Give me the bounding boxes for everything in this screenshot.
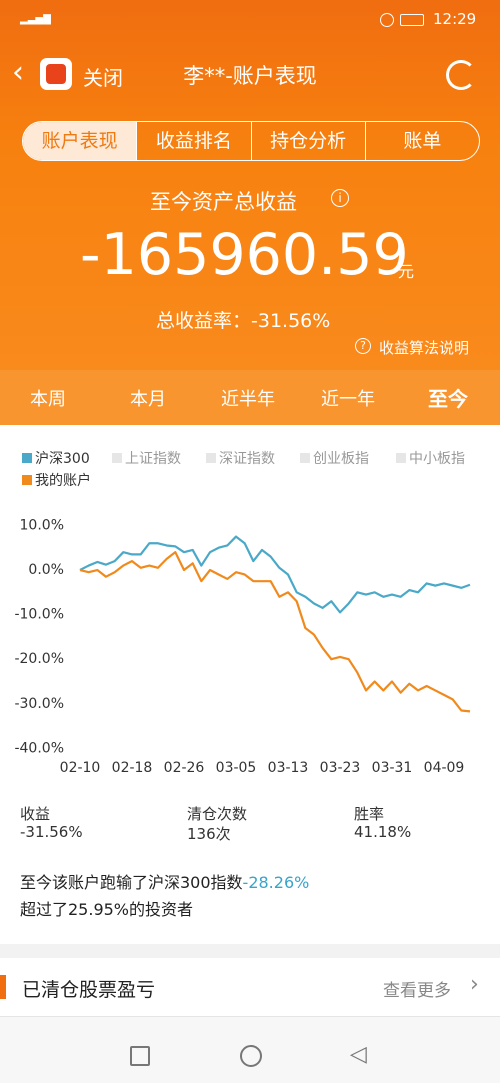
x-tick-label: 02-26	[164, 760, 205, 776]
period-bar	[0, 370, 500, 425]
y-tick-label: -10.0%	[14, 607, 64, 623]
period[interactable]: 近一年	[321, 389, 375, 410]
section-title: 已清仓股票盈亏	[22, 979, 156, 1001]
tab-bar: 账户表现 收益排名 持仓分析 账单	[22, 121, 480, 161]
note-diff: -28.26%	[242, 873, 310, 892]
legend-swatch	[396, 453, 406, 463]
stat-label: 收益	[20, 805, 51, 823]
stat-label: 清仓次数	[187, 805, 248, 823]
back-button[interactable]: ‹	[12, 55, 24, 90]
back-nav-button[interactable]: ◁	[350, 1042, 367, 1067]
tab[interactable]: 收益排名	[136, 122, 250, 160]
period[interactable]: 近半年	[221, 389, 275, 410]
home-button[interactable]	[240, 1045, 262, 1067]
total-label: 至今资产总收益	[150, 190, 297, 214]
signal: ▂▃▅▇	[20, 14, 51, 25]
x-tick-label: 03-31	[372, 760, 413, 776]
legend-swatch	[206, 453, 216, 463]
y-tick-label: 10.0%	[20, 517, 64, 533]
legend-label: 沪深300	[35, 451, 90, 467]
more-link[interactable]: 查看更多	[383, 981, 451, 1001]
legend-label: 深证指数	[219, 451, 275, 467]
recents-button[interactable]	[130, 1046, 150, 1066]
close-button[interactable]: 关闭	[83, 66, 123, 90]
stat-label: 胜率	[354, 805, 385, 823]
x-tick-label: 03-13	[268, 760, 309, 776]
legend-label: 中小板指	[409, 451, 465, 467]
note-text: 至今该账户跑输了沪深300指数	[20, 873, 243, 892]
x-tick-label: 03-23	[320, 760, 361, 776]
legend-swatch	[112, 453, 122, 463]
alarm-icon	[380, 13, 394, 27]
y-tick-label: -20.0%	[14, 651, 64, 667]
clock: 12:29	[433, 10, 477, 28]
series-line	[79, 535, 471, 614]
legend-swatch	[22, 475, 32, 485]
help-link[interactable]: 收益算法说明	[379, 339, 470, 357]
section-marker	[0, 975, 6, 999]
total-amount: -165960.59	[80, 222, 409, 288]
divider	[0, 944, 500, 958]
stat-value: 136次	[187, 825, 231, 843]
total-rate: 总收益率：-31.56%	[156, 310, 331, 332]
series-line	[79, 551, 471, 713]
help-icon: ?	[355, 338, 371, 354]
battery-icon	[400, 14, 424, 26]
x-tick-label: 02-10	[60, 760, 101, 776]
app-icon	[40, 58, 72, 90]
period[interactable]: 本月	[130, 389, 166, 410]
unit: 元	[398, 262, 415, 281]
note: 至今该账户跑输了沪深300指数-28.26%	[20, 869, 309, 893]
info-icon[interactable]: i	[331, 189, 349, 207]
refresh-button[interactable]	[446, 60, 476, 90]
legend-label: 上证指数	[125, 451, 181, 467]
tab[interactable]: 账单	[364, 122, 479, 160]
x-tick-label: 03-05	[216, 760, 257, 776]
page-title: 李**-账户表现	[183, 64, 317, 88]
stat-value: -31.56%	[20, 823, 83, 841]
x-tick-label: 04-09	[424, 760, 465, 776]
legend-label: 创业板指	[313, 451, 369, 467]
legend-swatch	[22, 453, 32, 463]
period-active[interactable]: 至今	[428, 387, 468, 411]
y-tick-label: 0.0%	[28, 562, 64, 578]
nav-bar: ◁	[0, 1016, 500, 1083]
stat-value: 41.18%	[354, 823, 412, 841]
legend-swatch	[300, 453, 310, 463]
chevron[interactable]: ›	[470, 972, 479, 997]
period[interactable]: 本周	[30, 389, 66, 410]
y-tick-label: -40.0%	[14, 740, 64, 756]
header-bg	[0, 0, 500, 370]
x-tick-label: 02-18	[112, 760, 153, 776]
y-tick-label: -30.0%	[14, 696, 64, 712]
note-text: 超过了25.95%的投资者	[20, 900, 194, 919]
tab[interactable]: 持仓分析	[250, 122, 365, 160]
legend-label: 我的账户	[35, 472, 91, 489]
tab[interactable]: 账户表现	[23, 122, 137, 160]
